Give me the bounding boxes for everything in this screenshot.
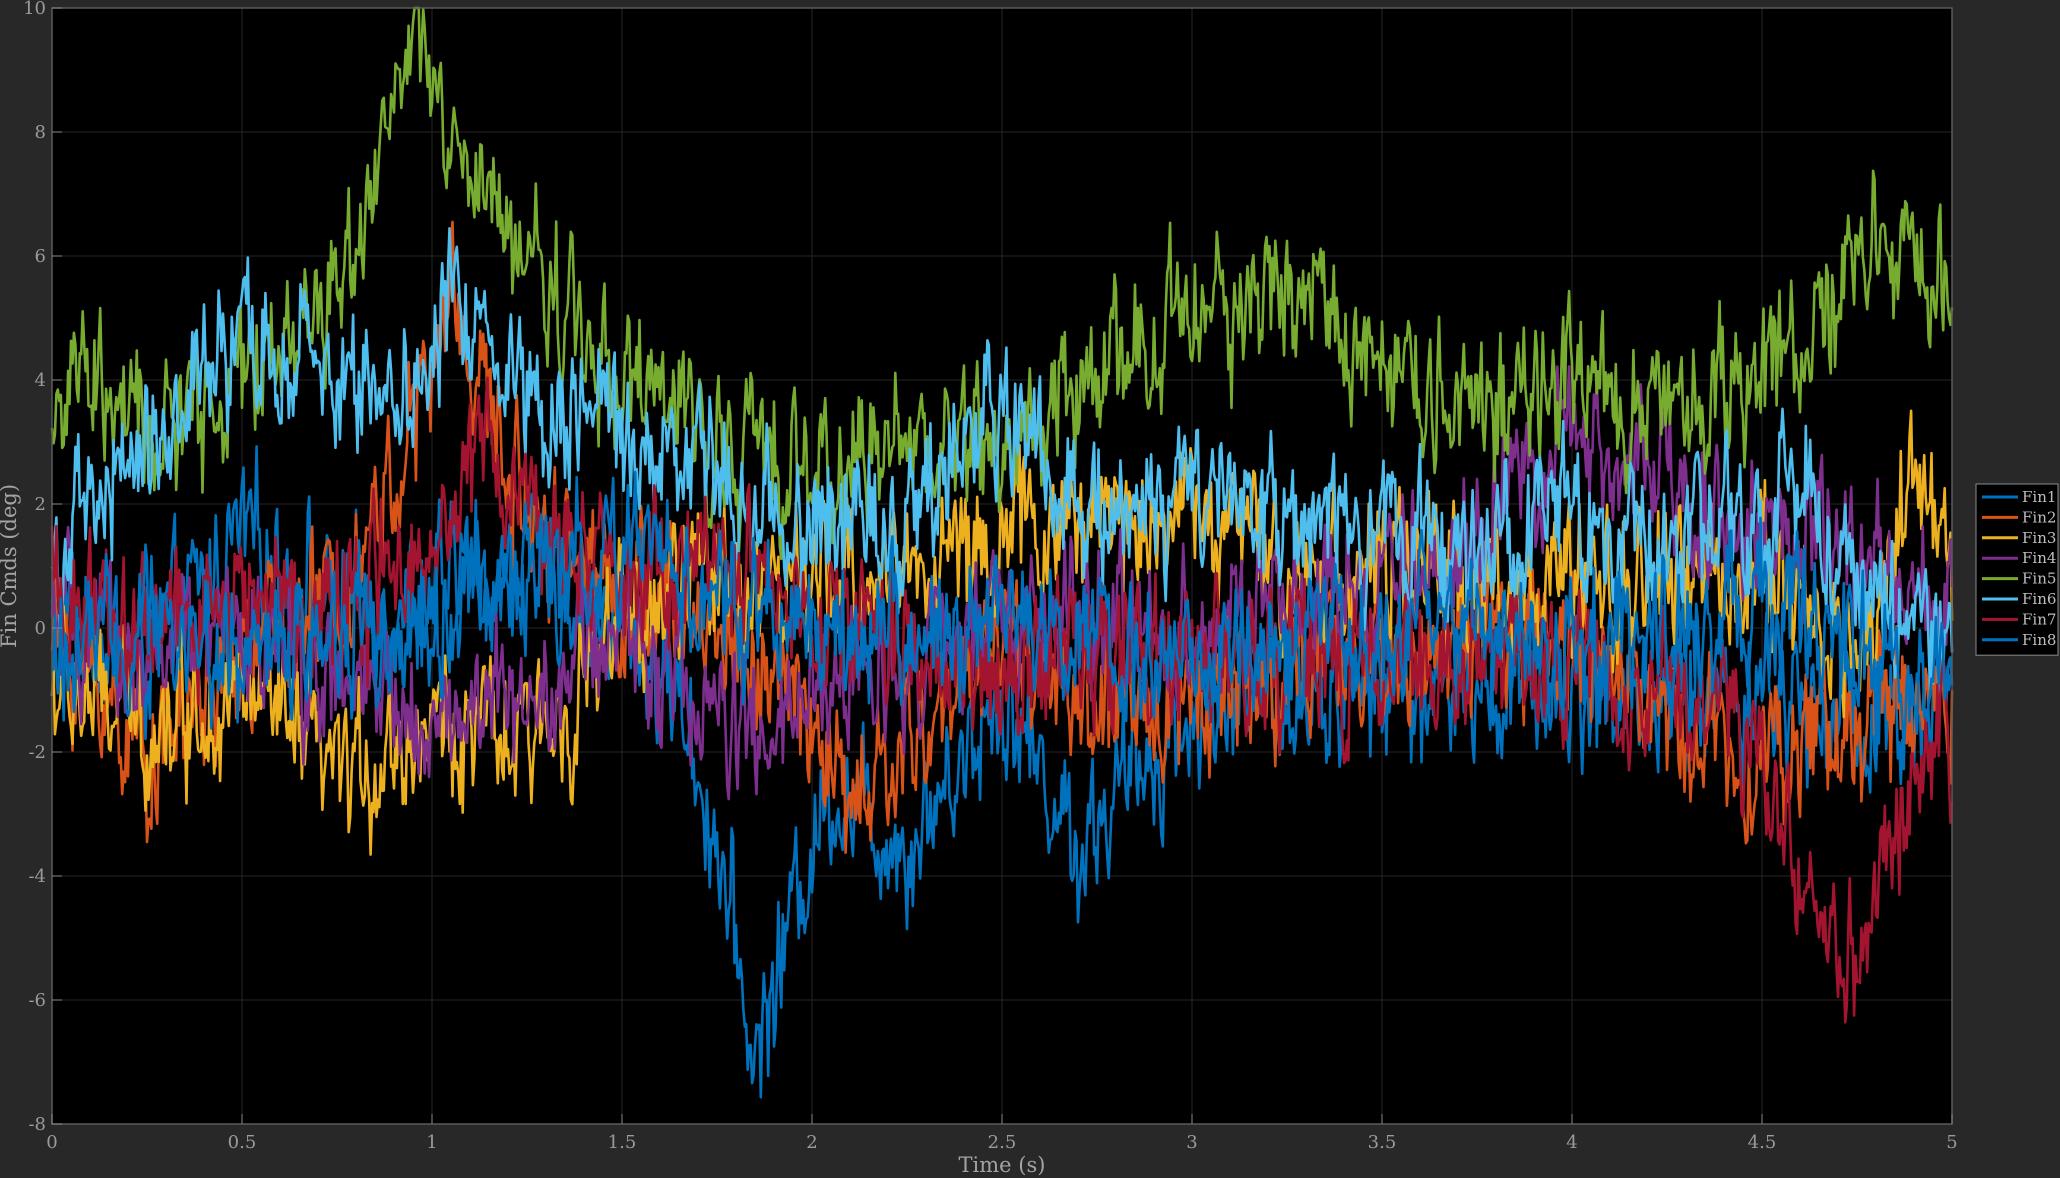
series-line-fin7 (50, 376, 1954, 1024)
legend-label: Fin1 (2022, 488, 2056, 506)
series-line-fin6 (50, 227, 1954, 700)
legend-label: Fin7 (2022, 610, 2056, 628)
y-axis-label: Fin Cmds (deg) (0, 484, 21, 648)
legend: Fin1 Fin2 Fin3 Fin4 Fin5 Fin6 Fin7 Fin8 (1975, 483, 2059, 656)
legend-label: Fin3 (2022, 529, 2056, 547)
series-group (50, 6, 1954, 1099)
x-axis-label: Time (s) (959, 1153, 1046, 1177)
series-line-fin3 (50, 409, 1954, 856)
x-tick-label: 0 (46, 1132, 57, 1153)
y-tick-label: 0 (35, 618, 46, 639)
y-tick-label: 6 (35, 246, 46, 267)
x-tick-label: 2 (806, 1132, 817, 1153)
legend-box (1975, 483, 2059, 656)
x-tick-label: 3 (1186, 1132, 1197, 1153)
y-tick-label: 10 (23, 0, 46, 19)
legend-label: Fin2 (2022, 508, 2056, 526)
tick-labels: 0 0.5 1 1.5 2 2.5 3 3.5 4 4.5 5 -8 -6 -4 -2 0 2 4 6 8 10 (23, 0, 1958, 1153)
legend-label: Fin4 (2022, 549, 2056, 567)
x-tick-label: 2.5 (988, 1132, 1017, 1153)
series-line-fin8 (51, 470, 1953, 751)
y-tick-label: -4 (28, 866, 46, 887)
x-tick-label: 1 (426, 1132, 437, 1153)
legend-label: Fin6 (2022, 590, 2056, 608)
x-tick-label: 4 (1566, 1132, 1577, 1153)
legend-label: Fin5 (2022, 570, 2056, 588)
y-tick-label: -6 (28, 990, 46, 1011)
x-tick-label: 5 (1946, 1132, 1957, 1153)
x-tick-label: 3.5 (1368, 1132, 1397, 1153)
x-tick-label: 4.5 (1748, 1132, 1777, 1153)
x-tick-label: 0.5 (228, 1132, 257, 1153)
y-tick-label: -2 (28, 742, 46, 763)
y-tick-label: -8 (28, 1114, 46, 1135)
series-line-fin5 (50, 6, 1954, 561)
series-line-fin2 (50, 220, 1954, 855)
y-tick-label: 2 (35, 494, 46, 515)
x-tick-label: 1.5 (608, 1132, 637, 1153)
y-tick-label: 8 (35, 122, 46, 143)
y-tick-label: 4 (35, 370, 46, 391)
legend-label: Fin8 (2022, 631, 2056, 649)
